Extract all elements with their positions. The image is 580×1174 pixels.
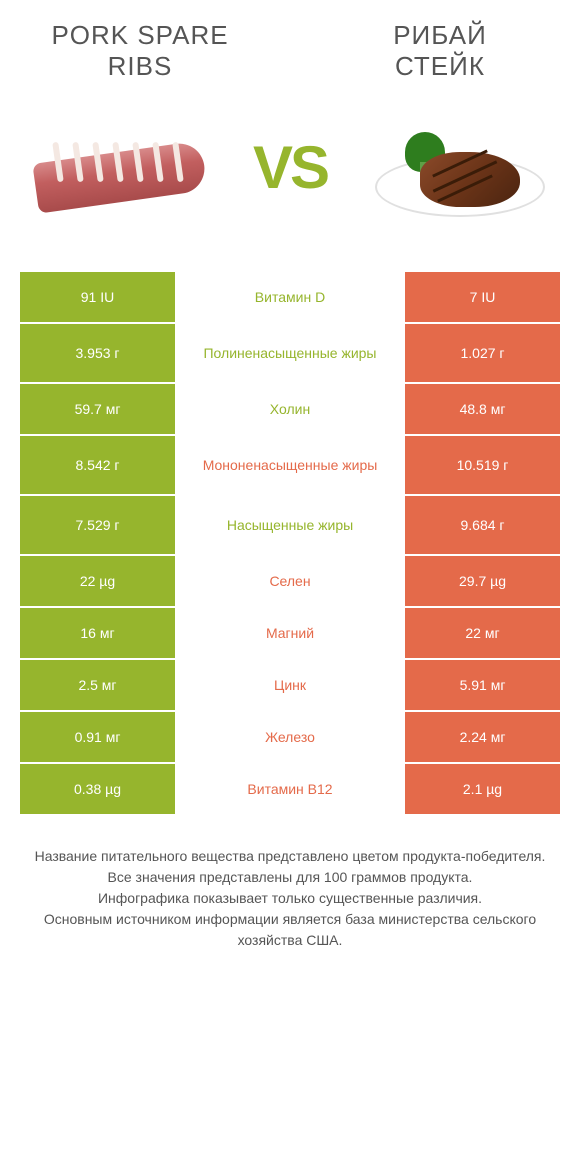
- food-image-right: [360, 92, 560, 242]
- cell-nutrient-name: Витамин D: [175, 272, 405, 322]
- cell-right-value: 2.1 µg: [405, 764, 560, 814]
- cell-right-value: 1.027 г: [405, 324, 560, 382]
- comparison-table: 91 IUВитамин D7 IU3.953 гПолиненасыщенны…: [0, 272, 580, 816]
- steak-icon: [370, 107, 550, 227]
- cell-left-value: 7.529 г: [20, 496, 175, 554]
- table-row: 8.542 гМононенасыщенные жиры10.519 г: [20, 436, 560, 496]
- cell-right-value: 10.519 г: [405, 436, 560, 494]
- table-row: 22 µgСелен29.7 µg: [20, 556, 560, 608]
- cell-right-value: 29.7 µg: [405, 556, 560, 606]
- ribs-icon: [25, 112, 215, 222]
- cell-nutrient-name: Витамин B12: [175, 764, 405, 814]
- cell-nutrient-name: Насыщенные жиры: [175, 496, 405, 554]
- cell-left-value: 59.7 мг: [20, 384, 175, 434]
- cell-right-value: 48.8 мг: [405, 384, 560, 434]
- cell-right-value: 5.91 мг: [405, 660, 560, 710]
- cell-left-value: 0.38 µg: [20, 764, 175, 814]
- table-row: 0.91 мгЖелезо2.24 мг: [20, 712, 560, 764]
- table-row: 2.5 мгЦинк5.91 мг: [20, 660, 560, 712]
- footer-line: Все значения представлены для 100 граммо…: [20, 867, 560, 888]
- cell-nutrient-name: Мононенасыщенные жиры: [175, 436, 405, 494]
- table-row: 91 IUВитамин D7 IU: [20, 272, 560, 324]
- footer-notes: Название питательного вещества представл…: [0, 816, 580, 951]
- cell-nutrient-name: Холин: [175, 384, 405, 434]
- product-left-title: PORK SPARE RIBS: [30, 20, 250, 82]
- cell-right-value: 9.684 г: [405, 496, 560, 554]
- footer-line: Название питательного вещества представл…: [20, 846, 560, 867]
- cell-left-value: 16 мг: [20, 608, 175, 658]
- food-image-left: [20, 92, 220, 242]
- cell-nutrient-name: Селен: [175, 556, 405, 606]
- table-row: 0.38 µgВитамин B122.1 µg: [20, 764, 560, 816]
- cell-left-value: 91 IU: [20, 272, 175, 322]
- cell-right-value: 7 IU: [405, 272, 560, 322]
- cell-nutrient-name: Железо: [175, 712, 405, 762]
- table-row: 16 мгМагний22 мг: [20, 608, 560, 660]
- header: PORK SPARE RIBS РИБАЙ СТЕЙК: [0, 0, 580, 82]
- cell-right-value: 2.24 мг: [405, 712, 560, 762]
- cell-left-value: 2.5 мг: [20, 660, 175, 710]
- footer-line: Инфографика показывает только существенн…: [20, 888, 560, 909]
- cell-left-value: 3.953 г: [20, 324, 175, 382]
- images-row: VS: [0, 82, 580, 272]
- cell-left-value: 8.542 г: [20, 436, 175, 494]
- table-row: 59.7 мгХолин48.8 мг: [20, 384, 560, 436]
- table-row: 7.529 гНасыщенные жиры9.684 г: [20, 496, 560, 556]
- table-row: 3.953 гПолиненасыщенные жиры1.027 г: [20, 324, 560, 384]
- vs-label: VS: [253, 133, 327, 202]
- cell-right-value: 22 мг: [405, 608, 560, 658]
- cell-left-value: 22 µg: [20, 556, 175, 606]
- product-right-title: РИБАЙ СТЕЙК: [330, 20, 550, 82]
- footer-line: Основным источником информации является …: [20, 909, 560, 951]
- cell-nutrient-name: Цинк: [175, 660, 405, 710]
- cell-left-value: 0.91 мг: [20, 712, 175, 762]
- cell-nutrient-name: Полиненасыщенные жиры: [175, 324, 405, 382]
- cell-nutrient-name: Магний: [175, 608, 405, 658]
